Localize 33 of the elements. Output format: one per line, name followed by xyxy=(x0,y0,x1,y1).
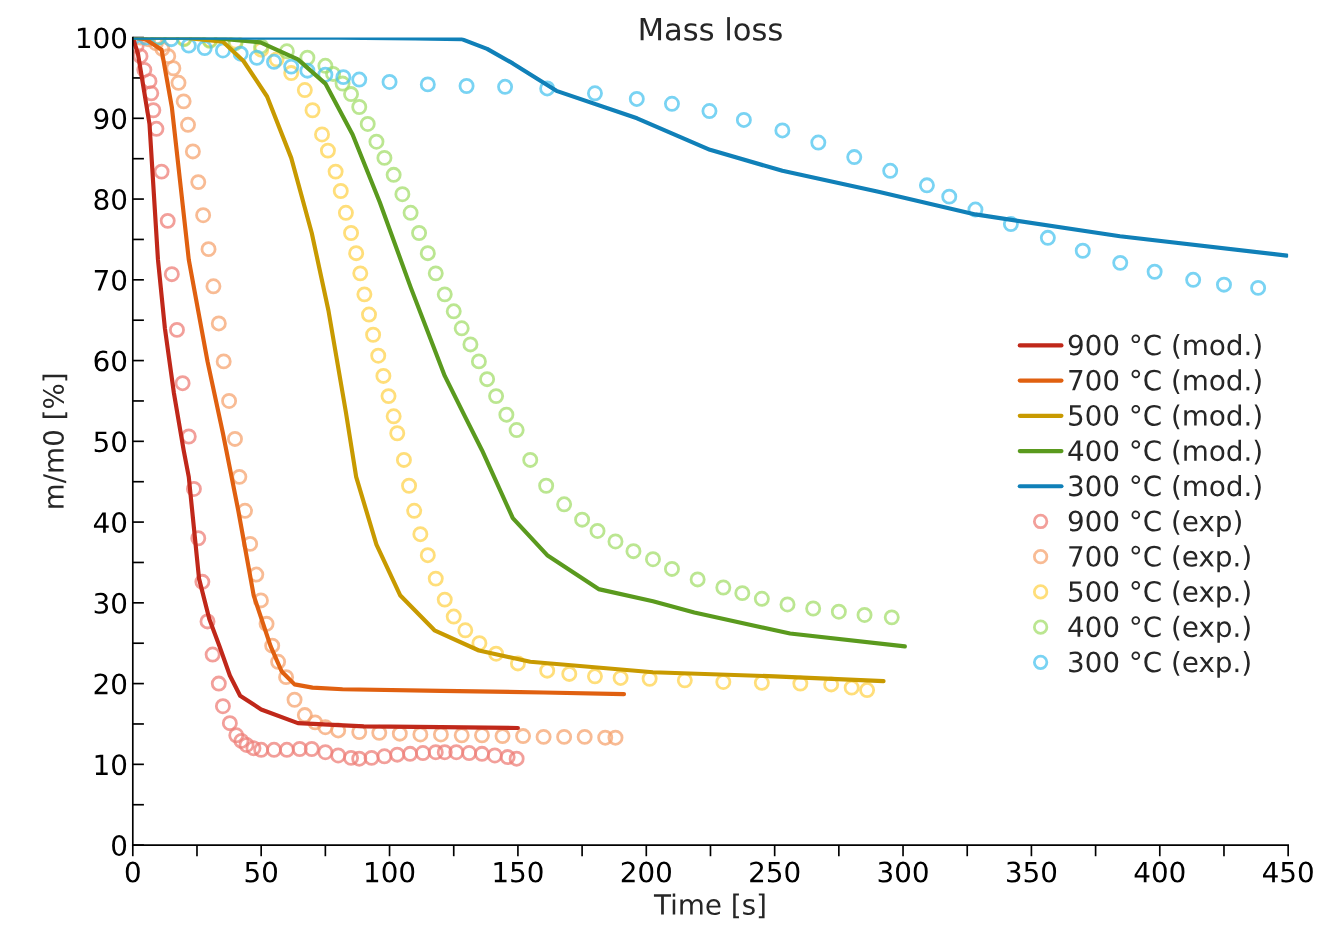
y-tick-label: 40 xyxy=(93,512,127,534)
legend-label: 300 °C (mod.) xyxy=(1069,474,1261,500)
x-tick-label: 50 xyxy=(245,861,277,883)
legend-label: 700 °C (mod.) xyxy=(1069,369,1261,394)
x-tick-label: 300 xyxy=(878,861,928,883)
legend-label: 900 °C (mod.) xyxy=(1068,334,1261,359)
legend-label: 700 °C (exp.) xyxy=(1069,545,1250,573)
y-tick-label: 30 xyxy=(94,592,127,614)
chart-title: Mass loss xyxy=(640,17,782,41)
legend-label: 400 °C (exp.) xyxy=(1068,615,1250,643)
y-tick-label: 70 xyxy=(94,269,127,291)
y-tick-label: 10 xyxy=(95,754,127,776)
y-tick-label: 20 xyxy=(94,673,127,695)
legend-label: 300 °C (exp.) xyxy=(1069,651,1250,678)
y-axis-title: m/m0 [%] xyxy=(42,374,68,508)
legend-label: 500 °C (mod.) xyxy=(1069,404,1261,430)
y-tick-label: 0 xyxy=(112,835,127,857)
x-tick-label: 250 xyxy=(750,861,800,883)
legend-label: 500 °C (exp.) xyxy=(1069,580,1250,608)
x-tick-label: 150 xyxy=(494,861,543,883)
x-tick-label: 350 xyxy=(1007,861,1057,883)
x-tick-label: 450 xyxy=(1263,861,1313,883)
legend-label: 400 °C (mod.) xyxy=(1068,439,1261,465)
x-tick-label: 100 xyxy=(366,861,415,883)
y-tick-label: 50 xyxy=(94,431,127,453)
x-axis-title: Time [s] xyxy=(653,893,765,919)
y-tick-label: 90 xyxy=(94,108,127,130)
legend-label: 900 °C (exp) xyxy=(1068,510,1241,537)
y-tick-label: 80 xyxy=(94,189,127,211)
y-tick-label: 100 xyxy=(77,27,127,49)
y-tick-label: 60 xyxy=(94,350,127,372)
x-tick-label: 200 xyxy=(621,861,671,883)
x-tick-label: 400 xyxy=(1134,861,1185,883)
